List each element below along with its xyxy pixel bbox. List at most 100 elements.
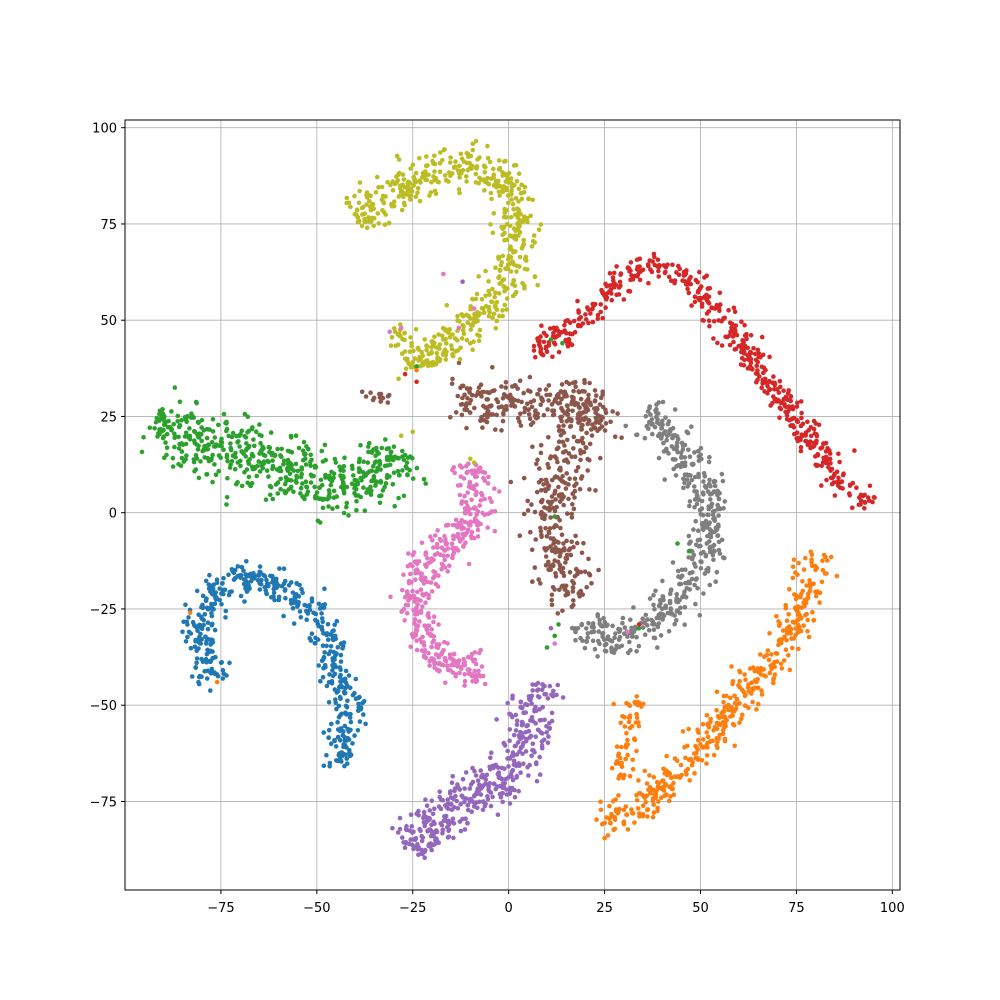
data-point — [309, 599, 315, 604]
data-point — [526, 407, 531, 412]
data-point — [567, 381, 572, 387]
data-point — [228, 462, 233, 468]
data-point — [799, 415, 804, 421]
data-point — [399, 207, 405, 213]
data-point — [798, 628, 804, 634]
data-point — [486, 182, 492, 187]
data-point — [416, 852, 421, 858]
data-point — [608, 287, 614, 293]
data-point — [636, 643, 642, 649]
data-point — [486, 782, 491, 787]
data-point — [679, 454, 684, 459]
data-point — [693, 743, 698, 749]
data-point — [788, 398, 793, 404]
data-point — [717, 290, 723, 296]
data-point — [449, 346, 455, 352]
data-point — [626, 719, 632, 725]
data-point — [692, 294, 698, 300]
data-point — [732, 309, 738, 315]
data-point — [176, 446, 182, 451]
data-point — [784, 412, 790, 418]
data-point — [572, 318, 577, 324]
data-point — [411, 829, 416, 834]
data-point — [442, 347, 448, 353]
axes-frame — [124, 119, 901, 891]
data-point — [529, 547, 535, 553]
data-point — [636, 625, 642, 631]
data-point — [449, 381, 455, 387]
data-point — [720, 727, 726, 733]
data-point — [363, 394, 369, 399]
data-point — [221, 447, 226, 453]
data-point — [518, 423, 524, 428]
data-point — [656, 621, 662, 626]
data-point — [739, 716, 744, 721]
data-point — [481, 310, 487, 316]
data-point — [645, 807, 650, 813]
data-point — [217, 597, 222, 603]
data-point — [474, 164, 480, 169]
data-point — [199, 425, 204, 430]
data-point — [574, 540, 580, 546]
data-point — [264, 468, 270, 473]
data-point — [487, 159, 493, 165]
data-point — [560, 341, 565, 346]
data-point — [210, 586, 216, 591]
data-point — [719, 537, 725, 543]
data-point — [324, 643, 329, 649]
data-point — [484, 397, 490, 402]
data-point — [514, 718, 520, 724]
data-point — [223, 615, 228, 620]
data-point — [705, 734, 711, 740]
data-point — [202, 455, 207, 460]
data-point — [331, 495, 337, 500]
data-point — [675, 599, 681, 605]
data-point — [517, 419, 522, 425]
data-point — [538, 717, 544, 723]
data-point — [766, 657, 772, 663]
x-tick-label: −50 — [303, 901, 330, 916]
data-point — [698, 543, 703, 549]
data-point — [729, 664, 734, 669]
data-point — [377, 460, 383, 466]
data-point — [341, 510, 347, 516]
data-point — [634, 432, 639, 438]
data-point — [687, 570, 693, 576]
data-point — [587, 441, 593, 447]
data-point — [670, 262, 675, 268]
data-point — [488, 803, 494, 809]
data-point — [658, 633, 664, 638]
data-point — [560, 695, 566, 700]
data-point — [699, 456, 704, 462]
data-point — [652, 262, 657, 268]
data-point — [502, 171, 508, 177]
data-point — [506, 170, 512, 176]
data-point — [516, 186, 522, 192]
data-point — [631, 605, 636, 610]
data-point — [387, 329, 393, 335]
data-point — [813, 589, 819, 595]
data-point — [523, 702, 529, 707]
data-point — [539, 534, 544, 539]
data-point — [487, 292, 492, 298]
data-point — [521, 475, 527, 481]
data-point — [281, 613, 286, 619]
data-point — [375, 449, 380, 455]
data-point — [865, 495, 871, 500]
data-point — [342, 455, 347, 461]
data-point — [388, 453, 393, 459]
data-point — [623, 804, 629, 809]
data-point — [442, 173, 448, 178]
data-point — [632, 273, 637, 279]
data-point — [716, 736, 721, 741]
data-point — [544, 349, 550, 355]
data-point — [477, 327, 483, 333]
data-point — [621, 819, 627, 824]
data-point — [625, 827, 631, 832]
data-point — [634, 792, 639, 798]
data-point — [556, 349, 562, 355]
data-point — [421, 815, 426, 821]
data-point — [218, 439, 224, 444]
data-point — [701, 479, 706, 484]
data-point — [542, 546, 547, 551]
